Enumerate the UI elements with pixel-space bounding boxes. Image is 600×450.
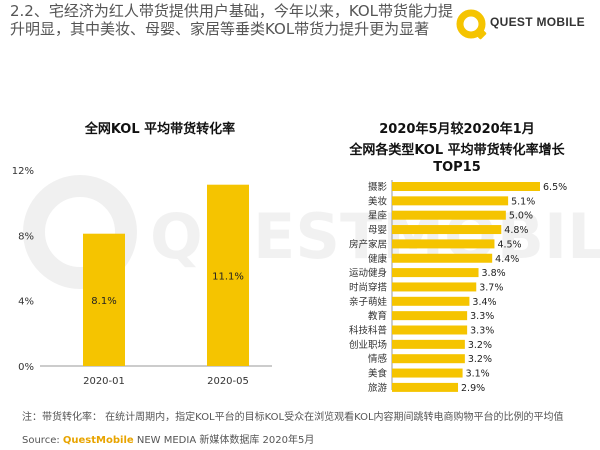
bar-value-label: 4.4% xyxy=(495,254,519,265)
category-label: 星座 xyxy=(368,210,388,222)
bar-value-label: 3.7% xyxy=(479,282,503,293)
x-tick-label: 2020-05 xyxy=(207,376,249,387)
bar-value-label: 3.2% xyxy=(468,354,492,365)
bar xyxy=(392,282,477,292)
y-tick-label: 0% xyxy=(18,362,34,373)
y-tick-label: 4% xyxy=(18,297,34,308)
bar xyxy=(392,296,470,306)
bar xyxy=(392,253,493,263)
x-tick-label: 2020-01 xyxy=(83,376,125,387)
category-label: 美食 xyxy=(368,368,388,380)
source-brand: QuestMobile xyxy=(62,435,134,446)
bar xyxy=(392,368,463,378)
category-label: 时尚穿搭 xyxy=(349,281,388,293)
source-line: Source: QuestMobile NEW MEDIA 新媒体数据库 202… xyxy=(22,431,314,446)
bar-value-label: 6.5% xyxy=(543,182,567,193)
category-label: 科技科普 xyxy=(349,325,388,337)
y-tick-label: 12% xyxy=(12,166,34,177)
bar xyxy=(392,339,465,349)
bar-value-label: 3.8% xyxy=(482,268,506,279)
footnote: 注：带货转化率： 在统计周期内，指定KOL平台的目标KOL受众在浏览观看KOL内… xyxy=(22,412,564,423)
category-label: 亲子萌娃 xyxy=(349,296,388,308)
category-label: 美妆 xyxy=(368,195,388,207)
bar-value-label: 2.9% xyxy=(461,383,485,394)
bar xyxy=(207,184,249,366)
right-chart-title-line-1: 2020年5月较2020年1月 xyxy=(379,122,535,137)
category-label: 摄影 xyxy=(368,181,388,193)
category-label: 教育 xyxy=(368,310,387,322)
bar-value-label: 4.5% xyxy=(497,239,521,250)
bar xyxy=(392,182,540,191)
bar-value-label: 3.3% xyxy=(470,326,494,337)
category-label: 创业职场 xyxy=(349,339,387,351)
right-chart-title-line-2: 全网各类型KOL 平均带货转化率增长 xyxy=(349,143,565,158)
bar-value-label: 3.1% xyxy=(466,369,490,380)
bar-value-label: 3.4% xyxy=(472,297,496,308)
logo-text: QUEST MOBILE xyxy=(490,15,585,29)
y-tick-label: 8% xyxy=(18,231,34,242)
bar xyxy=(392,239,495,249)
right-chart-title-line-3: TOP15 xyxy=(433,160,481,175)
category-label: 旅游 xyxy=(368,382,388,394)
bar-value-label: 8.1% xyxy=(91,296,116,307)
bar-value-label: 3.3% xyxy=(470,311,494,322)
category-label: 运动健身 xyxy=(349,267,387,279)
bar xyxy=(392,268,479,278)
bar-value-label: 11.1% xyxy=(212,271,244,282)
left-chart-title: 全网KOL 平均带货转化率 xyxy=(84,122,236,137)
source-rest: NEW MEDIA 新媒体数据库 2020年5月 xyxy=(136,435,315,446)
bar-value-label: 3.2% xyxy=(468,340,492,351)
brand-logo: QUEST MOBILE xyxy=(456,6,600,46)
bar xyxy=(392,210,506,220)
bar xyxy=(392,382,459,392)
bar xyxy=(392,225,502,235)
category-label: 母婴 xyxy=(368,225,387,236)
bar xyxy=(392,354,465,364)
bar xyxy=(392,325,468,335)
page-heading: 2.2、宅经济为红人带货提供用户基础，今年以来，KOL带货能力提升明显，其中美妆… xyxy=(10,2,454,38)
source-label: Source: xyxy=(22,435,60,446)
bar-value-label: 5.1% xyxy=(511,196,535,207)
category-label: 健康 xyxy=(368,253,388,265)
bar-value-label: 4.8% xyxy=(504,225,528,236)
category-label: 情感 xyxy=(368,353,388,365)
bar xyxy=(83,233,125,366)
quest-mobile-logo-icon xyxy=(456,9,487,40)
bar xyxy=(392,196,509,206)
category-label: 房产家居 xyxy=(349,238,387,250)
bar xyxy=(392,311,468,321)
bar-value-label: 5.0% xyxy=(509,211,533,222)
